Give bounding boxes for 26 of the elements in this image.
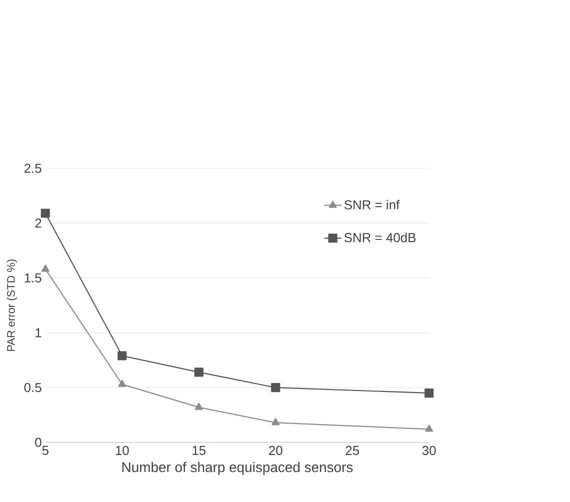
- point: [194, 368, 204, 377]
- point: [425, 424, 434, 432]
- point: [118, 351, 127, 360]
- legend-label: SNR = 40dB: [344, 232, 416, 242]
- point: [41, 264, 50, 272]
- point: [194, 402, 203, 410]
- x-tick-label: 25: [346, 446, 360, 456]
- point: [271, 383, 280, 392]
- x-tick-label: 15: [192, 446, 206, 455]
- x-tick-label: 10: [116, 446, 129, 456]
- y-tick-label: 2.5: [24, 164, 42, 173]
- x-tick-label: 20: [269, 446, 282, 456]
- y-tick-label: 1: [36, 328, 42, 338]
- point: [424, 388, 434, 398]
- x-tick-label: 5: [42, 446, 48, 455]
- legend-label: SNR = inf: [344, 200, 400, 210]
- x-axis-title: Number of sharp equispaced sensors: [122, 462, 353, 475]
- y-tick-label: 2: [35, 218, 42, 228]
- y-tick-label: 1.5: [24, 273, 42, 282]
- point: [40, 208, 50, 218]
- point: [118, 380, 126, 387]
- y-tick-label: 0.5: [24, 383, 42, 392]
- point: [272, 418, 280, 426]
- y-tick-label: 0: [35, 438, 42, 447]
- x-tick-label: 30: [422, 446, 436, 456]
- y-axis-title: PAR error (STD %): [6, 260, 17, 351]
